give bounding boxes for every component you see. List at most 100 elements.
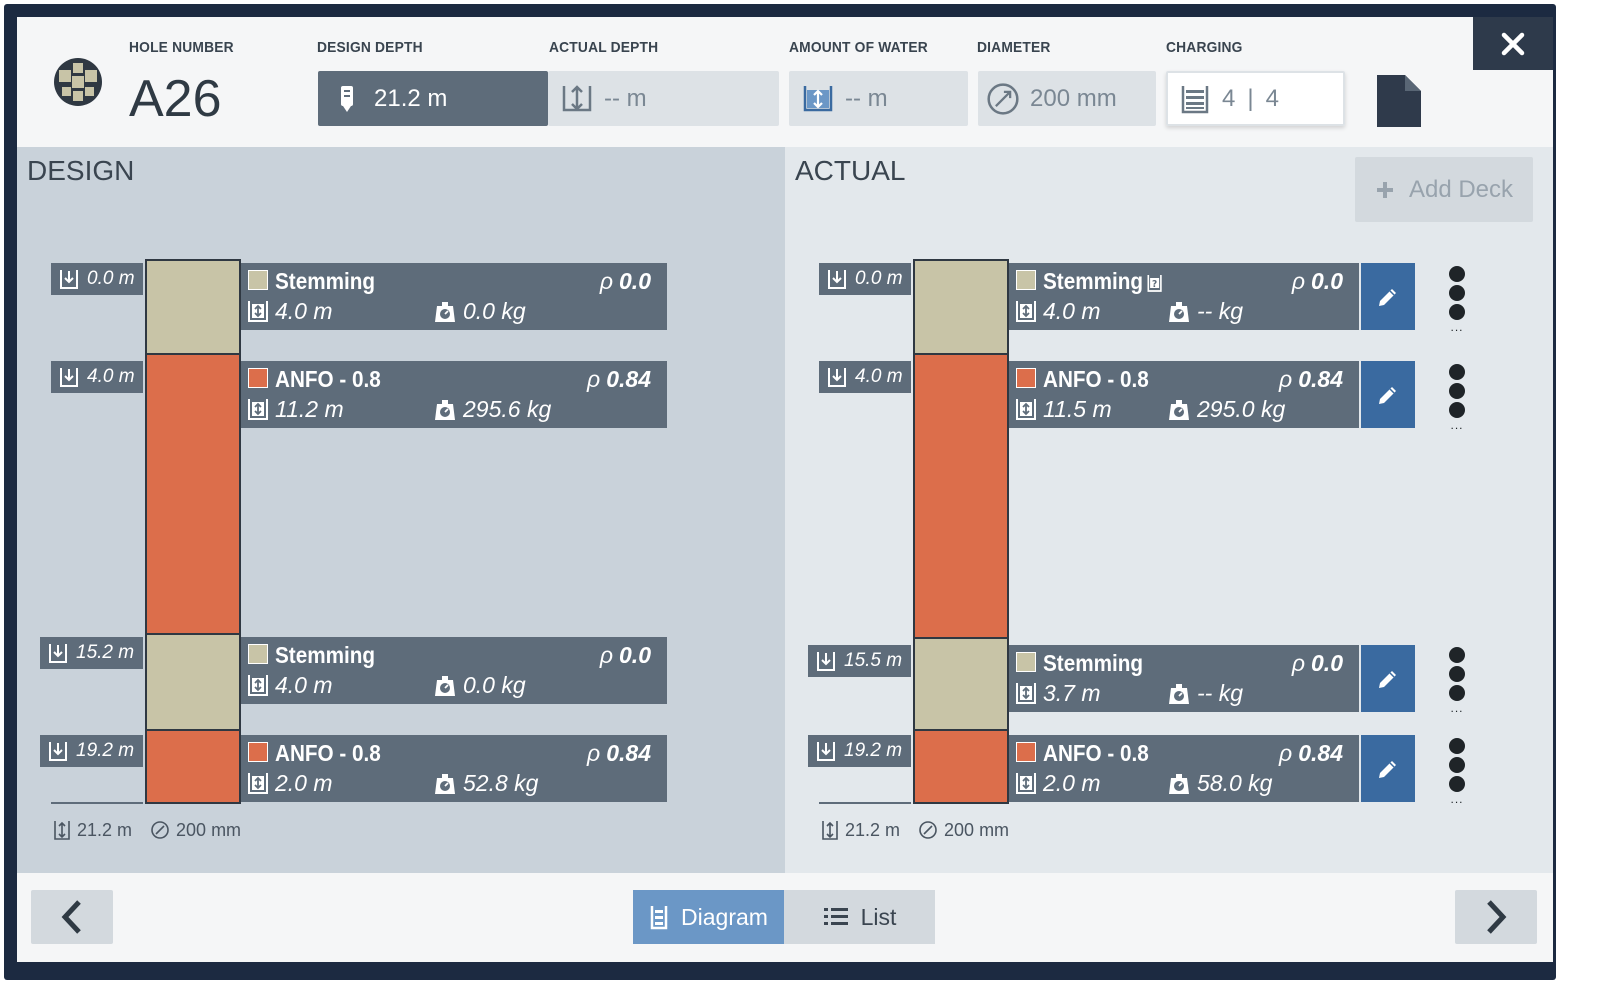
- deck-name: Stemming: [275, 642, 376, 668]
- chevron-left-icon: [61, 900, 81, 934]
- design-deck-card[interactable]: ANFO - 0.8 ρ 0.84 2.0 m 52.8 kg: [241, 735, 667, 802]
- depth-marker-icon: [828, 270, 846, 289]
- design-column-segment[interactable]: [145, 729, 241, 804]
- list-label: List: [860, 903, 897, 930]
- charging-icon: [1178, 82, 1212, 116]
- deck-weight-icon: [1169, 400, 1189, 420]
- deck-weight-icon: [435, 302, 455, 322]
- actual-deck-card[interactable]: ANFO - 0.8 ρ 0.84 11.5 m 295.0 kg: [1009, 361, 1359, 428]
- actual-depth-marker-label: 0.0 m: [855, 268, 903, 289]
- design-deck-card[interactable]: ANFO - 0.8 ρ 0.84 11.2 m 295.6 kg: [241, 361, 667, 428]
- rho-symbol: ρ: [1279, 366, 1293, 392]
- design-depth-marker: 0.0 m: [51, 263, 143, 295]
- deck-color-swatch: [1016, 270, 1036, 290]
- design-hole-column: [145, 259, 241, 804]
- design-depth-label: DESIGN DEPTH: [317, 39, 423, 56]
- pencil-icon: [1379, 760, 1396, 778]
- charging-field[interactable]: 4 | 4: [1166, 71, 1345, 126]
- diagram-view-button[interactable]: Diagram: [633, 890, 784, 944]
- more-dot: [1449, 383, 1465, 399]
- charging-label: CHARGING: [1166, 39, 1243, 56]
- deck-length: 4.0 m: [1043, 298, 1101, 324]
- header: HOLE NUMBER A26 DESIGN DEPTH 21.2 m ACTU…: [17, 17, 1553, 147]
- design-column-segment[interactable]: [145, 259, 241, 355]
- list-view-button[interactable]: List: [784, 890, 935, 944]
- hole-detail-window: HOLE NUMBER A26 DESIGN DEPTH 21.2 m ACTU…: [17, 17, 1553, 962]
- deck-mass: 295.0 kg: [1197, 396, 1286, 422]
- actual-deck-card[interactable]: Stemming? ρ 0.0 4.0 m -- kg: [1009, 263, 1359, 330]
- deck-length-icon: [1016, 399, 1036, 420]
- more-ellipsis: ...: [1450, 701, 1464, 715]
- deck-color-swatch: [248, 270, 268, 290]
- previous-button[interactable]: [31, 890, 113, 944]
- actual-footer-info: 21.2 m 200 mm: [821, 819, 1009, 841]
- diameter-value: 200 mm: [1030, 84, 1117, 112]
- edit-deck-button[interactable]: [1361, 645, 1415, 712]
- plus-icon: [1376, 181, 1393, 198]
- actual-column-segment[interactable]: [913, 259, 1009, 355]
- charging-separator: |: [1247, 84, 1254, 112]
- design-deck-card[interactable]: Stemming ρ 0.0 4.0 m 0.0 kg: [241, 263, 667, 330]
- actual-column-segment[interactable]: [913, 353, 1009, 639]
- deck-color-swatch: [1016, 368, 1036, 388]
- edit-deck-button[interactable]: [1361, 361, 1415, 428]
- deck-length-icon: [248, 301, 268, 322]
- hole-number-label: HOLE NUMBER: [129, 39, 234, 56]
- design-footer-depth: 21.2 m: [77, 819, 133, 840]
- close-icon: [1501, 32, 1525, 55]
- deck-weight-icon: [1169, 774, 1189, 794]
- diameter-field[interactable]: 200 mm: [978, 71, 1156, 126]
- actual-depth-label: ACTUAL DEPTH: [549, 39, 659, 56]
- actual-deck-card[interactable]: ANFO - 0.8 ρ 0.84 2.0 m 58.0 kg: [1009, 735, 1359, 802]
- design-depth-marker-label: 19.2 m: [76, 740, 135, 761]
- deck-more-menu[interactable]: ...: [1447, 266, 1467, 333]
- more-dot: [1449, 685, 1465, 701]
- actual-depth-field[interactable]: -- m: [548, 71, 779, 126]
- deck-density: ρ 0.0: [600, 642, 651, 669]
- deck-color-swatch: [248, 644, 268, 664]
- deck-more-menu[interactable]: ...: [1447, 364, 1467, 431]
- deck-density-value: 0.0: [619, 642, 651, 668]
- deck-more-menu[interactable]: ...: [1447, 647, 1467, 715]
- deck-density: ρ 0.84: [587, 740, 651, 767]
- design-column-segment[interactable]: [145, 633, 241, 731]
- design-column-segment[interactable]: [145, 353, 241, 635]
- design-deck-card[interactable]: Stemming ρ 0.0 4.0 m 0.0 kg: [241, 637, 667, 704]
- deck-name: Stemming: [275, 268, 376, 294]
- charging-value-b: 4: [1265, 84, 1279, 112]
- design-depth-value: 21.2 m: [374, 84, 448, 112]
- actual-column-segment[interactable]: [913, 729, 1009, 804]
- pencil-icon: [1379, 288, 1396, 306]
- design-depth-field[interactable]: 21.2 m: [318, 71, 548, 126]
- actual-hole-column: [913, 259, 1009, 804]
- actual-depth-marker: 0.0 m: [819, 263, 911, 295]
- document-icon[interactable]: [1375, 73, 1423, 129]
- deck-density-value: 0.84: [606, 366, 651, 392]
- add-deck-button[interactable]: Add Deck: [1355, 157, 1533, 222]
- hole-number: A26: [129, 70, 222, 128]
- svg-text:?: ?: [1152, 279, 1157, 291]
- actual-depth-icon: [560, 82, 594, 116]
- deck-density: ρ 0.0: [1292, 650, 1343, 677]
- deck-weight-icon: [435, 400, 455, 420]
- next-button[interactable]: [1455, 890, 1537, 944]
- deck-mass: 52.8 kg: [463, 770, 539, 796]
- rho-symbol: ρ: [1291, 650, 1306, 676]
- depth-marker-icon: [828, 368, 846, 387]
- deck-density-value: 0.84: [606, 740, 651, 766]
- deck-length: 11.2 m: [275, 396, 344, 422]
- close-button[interactable]: [1473, 17, 1553, 70]
- water-icon: [801, 82, 835, 116]
- actual-ground-line: [819, 802, 911, 804]
- more-dot: [1449, 738, 1465, 754]
- actual-column-segment[interactable]: [913, 637, 1009, 731]
- deck-mass: -- kg: [1197, 680, 1243, 706]
- deck-more-menu[interactable]: ...: [1447, 738, 1467, 805]
- deck-density-value: 0.0: [1311, 650, 1343, 676]
- more-dot: [1449, 402, 1465, 418]
- water-field[interactable]: -- m: [789, 71, 968, 126]
- actual-deck-card[interactable]: Stemming ρ 0.0 3.7 m -- kg: [1009, 645, 1359, 712]
- edit-deck-button[interactable]: [1361, 735, 1415, 802]
- edit-deck-button[interactable]: [1361, 263, 1415, 330]
- depth-marker-icon: [817, 742, 835, 761]
